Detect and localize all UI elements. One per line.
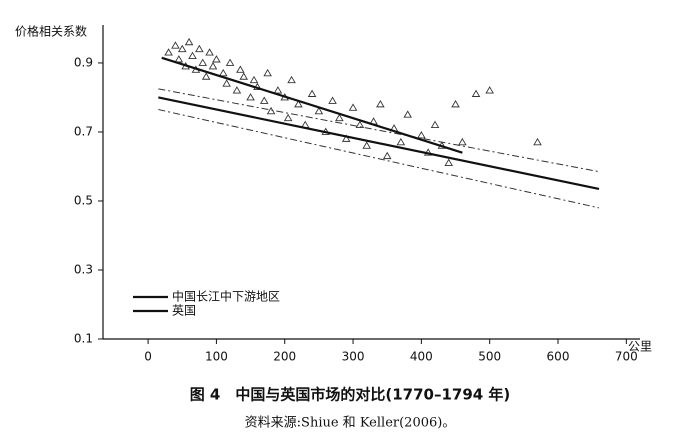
x-tick-label: 500 — [478, 350, 501, 364]
point — [355, 120, 365, 129]
point — [307, 89, 317, 97]
point — [341, 134, 351, 142]
point — [266, 106, 276, 115]
y-tick-label: 0.7 — [74, 124, 93, 138]
fit-line — [158, 96, 600, 190]
point — [430, 120, 440, 129]
point — [232, 86, 242, 94]
source-note: 资料来源:Shiue 和 Keller(2006)。 — [245, 416, 456, 431]
point — [451, 99, 460, 108]
x-tick-label: 400 — [410, 350, 433, 364]
point — [444, 158, 453, 166]
point — [171, 41, 180, 49]
x-tick-label: 600 — [547, 350, 570, 364]
point — [225, 58, 235, 66]
legend-label: 中国长江中下游地区 — [172, 289, 280, 304]
point — [417, 131, 426, 139]
point — [246, 93, 255, 101]
point — [177, 44, 187, 53]
y-tick-label: 0.9 — [74, 55, 93, 69]
point — [382, 151, 392, 160]
point — [287, 75, 296, 84]
point — [249, 75, 259, 84]
y-tick-label: 0.1 — [74, 332, 93, 346]
point — [294, 99, 303, 108]
legend-label: 英国 — [172, 304, 196, 318]
point — [174, 55, 184, 63]
point — [205, 48, 214, 56]
chart-title: 图 4 中国与英国市场的对比(1770–1794 年) — [190, 386, 511, 404]
point — [396, 137, 406, 146]
x-tick-label: 100 — [205, 350, 228, 364]
point — [239, 72, 249, 80]
point — [458, 137, 467, 146]
point — [533, 137, 542, 146]
point — [184, 37, 194, 46]
y-tick-label: 0.5 — [74, 193, 93, 207]
point — [362, 141, 372, 149]
point — [222, 79, 231, 87]
point — [403, 110, 412, 118]
point — [348, 103, 358, 111]
point — [376, 99, 385, 108]
point — [273, 86, 283, 94]
point — [212, 55, 221, 63]
point — [314, 106, 324, 115]
point — [236, 65, 245, 73]
x-axis-label: 公里 — [628, 340, 652, 354]
point — [259, 96, 269, 104]
x-tick-label: 700 — [615, 350, 638, 364]
point — [201, 72, 211, 80]
x-tick-label: 200 — [273, 350, 296, 364]
point — [198, 58, 208, 66]
point — [335, 113, 344, 122]
point — [328, 96, 337, 104]
point — [263, 68, 272, 77]
confidence-band — [158, 109, 600, 209]
confidence-band — [158, 88, 600, 173]
point — [208, 62, 218, 70]
x-tick-label: 0 — [144, 350, 152, 364]
point — [485, 86, 494, 94]
y-tick-label: 0.3 — [74, 262, 93, 276]
point — [195, 44, 204, 53]
fit-line — [161, 56, 463, 154]
y-axis-label: 价格相关系数 — [15, 24, 87, 39]
point — [218, 68, 228, 77]
point — [471, 89, 481, 97]
point — [283, 113, 293, 122]
x-tick-label: 300 — [342, 350, 365, 364]
point — [188, 51, 197, 60]
point — [164, 48, 173, 56]
